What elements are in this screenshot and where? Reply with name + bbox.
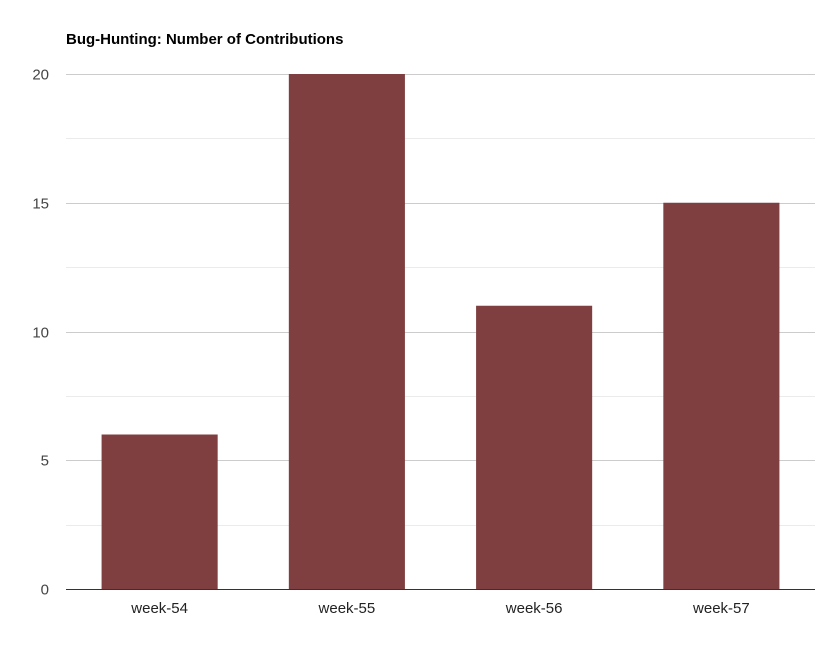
y-tick-label: 15 (32, 196, 49, 213)
y-tick-label: 0 (41, 582, 49, 599)
x-category-label: week-56 (505, 600, 563, 617)
x-category-label: week-54 (130, 600, 188, 617)
y-tick-label: 20 (32, 67, 49, 84)
bar-week-56 (476, 305, 593, 589)
bars (101, 74, 780, 589)
y-axis-tick-labels: 0 5 10 15 20 (32, 67, 49, 599)
chart-title: Bug-Hunting: Number of Contributions (66, 31, 343, 48)
y-tick-label: 5 (41, 453, 49, 470)
bar-week-54 (101, 434, 218, 589)
x-category-label: week-57 (692, 600, 750, 617)
y-tick-label: 10 (32, 325, 49, 342)
x-category-label: week-55 (318, 600, 376, 617)
bar-week-55 (288, 74, 405, 589)
x-axis-category-labels: week-54 week-55 week-56 week-57 (130, 600, 749, 617)
bar-week-57 (663, 202, 780, 589)
